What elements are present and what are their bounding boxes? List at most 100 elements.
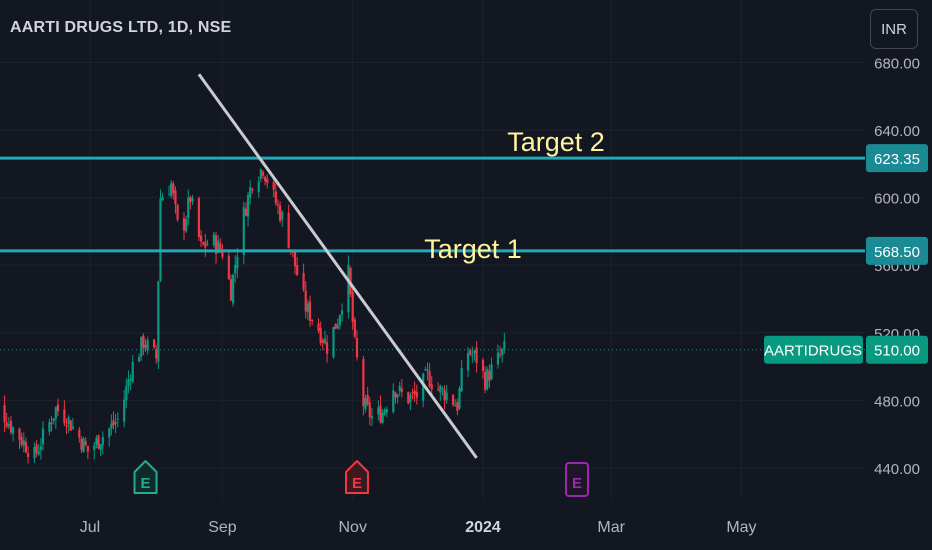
target-1-label: Target 1 [424, 234, 522, 264]
candle-body [212, 234, 215, 246]
candle-body [221, 249, 224, 257]
candle-body [56, 404, 60, 412]
target-levels[interactable]: Target 2 Target 1 [0, 127, 865, 351]
candle-body [428, 371, 431, 387]
candles [3, 168, 506, 464]
candle-body [131, 361, 134, 382]
candle-body [123, 399, 126, 422]
candle-body [368, 402, 371, 418]
candle-body [276, 203, 280, 206]
candle-body [409, 394, 412, 403]
candle-body [266, 178, 269, 184]
candle-body [317, 323, 320, 332]
candle-body [159, 198, 162, 281]
candle-body [155, 349, 158, 359]
candle-body [229, 279, 233, 301]
x-tick-label: Jul [80, 519, 100, 536]
target-2-price-tag-box [866, 144, 928, 173]
candle-body [488, 370, 491, 381]
candle-body [80, 438, 83, 450]
candle-body [407, 392, 410, 404]
chart-title: AARTI DRUGS LTD, 1D, NSE [10, 19, 232, 36]
candle-body [332, 326, 335, 358]
candle-body [185, 219, 188, 232]
earnings-marker[interactable]: E [564, 462, 589, 497]
last-price-tag-box [866, 335, 928, 364]
candle-body [274, 191, 277, 204]
candle-body [306, 303, 309, 313]
candle-body [347, 264, 350, 312]
candle-body [140, 336, 143, 357]
candle-body [278, 205, 282, 221]
candle-body [97, 435, 100, 449]
candle-body [33, 446, 36, 459]
candle-body [334, 323, 337, 329]
candle-body [398, 385, 401, 392]
candle-body [366, 394, 369, 404]
candle-body [5, 422, 8, 427]
candle-body [308, 301, 312, 321]
candle-body [204, 241, 207, 248]
candle-body [93, 445, 96, 450]
candle-body [302, 273, 305, 290]
candle-body [364, 398, 367, 410]
candle-body [157, 281, 160, 362]
candle-body [381, 412, 384, 423]
earnings-letter: E [352, 475, 362, 492]
candle-body [114, 422, 117, 424]
candle-body [174, 190, 177, 205]
candle-body [257, 181, 260, 193]
y-tick-label: 680.00 [874, 55, 920, 72]
candle-body [234, 264, 237, 274]
candle-body [214, 235, 218, 254]
candle-body [471, 354, 474, 356]
candle-body [355, 338, 359, 358]
candle-body [349, 267, 352, 294]
candle-body [176, 204, 179, 220]
x-tick-label: 2024 [465, 519, 501, 536]
candle-body [202, 242, 205, 245]
last-price-tag: 510.00 [874, 343, 920, 360]
candle-body [142, 335, 145, 348]
candle-body [454, 405, 457, 407]
candle-body [172, 183, 175, 194]
candle-body [439, 385, 442, 393]
candle-body [426, 369, 429, 371]
candle-body [217, 240, 220, 253]
candle-body [7, 424, 10, 427]
candle-body [52, 418, 55, 422]
candle-body [69, 420, 72, 431]
candle-body [84, 441, 87, 446]
candle-body [26, 453, 30, 458]
candle-body [264, 176, 267, 182]
y-tick-label: 440.00 [874, 461, 920, 478]
candle-body [161, 196, 164, 201]
earnings-marker[interactable]: E [133, 460, 158, 494]
candle-body [71, 426, 75, 429]
candle-body [484, 372, 487, 390]
candle-body [321, 340, 324, 343]
trendline[interactable] [197, 73, 478, 459]
x-tick-label: May [726, 519, 756, 536]
candle-body [37, 451, 40, 455]
price-labels: 623.35 568.50 510.00 AARTIDRUGS [764, 144, 928, 364]
candle-body [67, 417, 70, 425]
candle-body [116, 418, 119, 420]
candle-body [232, 274, 235, 304]
earnings-marker[interactable]: E [344, 460, 369, 494]
candle-body [336, 324, 339, 329]
candle-body [385, 409, 388, 413]
candle-body [437, 389, 440, 391]
x-tick-label: Mar [597, 519, 625, 536]
candle-body [498, 354, 502, 356]
candle-body [370, 416, 374, 419]
candle-body [486, 369, 489, 390]
symbol-tag-box [764, 335, 863, 364]
candle-body [379, 405, 382, 423]
currency-button[interactable]: INR [870, 9, 918, 49]
candle-body [259, 169, 262, 179]
candle-body [475, 347, 478, 363]
